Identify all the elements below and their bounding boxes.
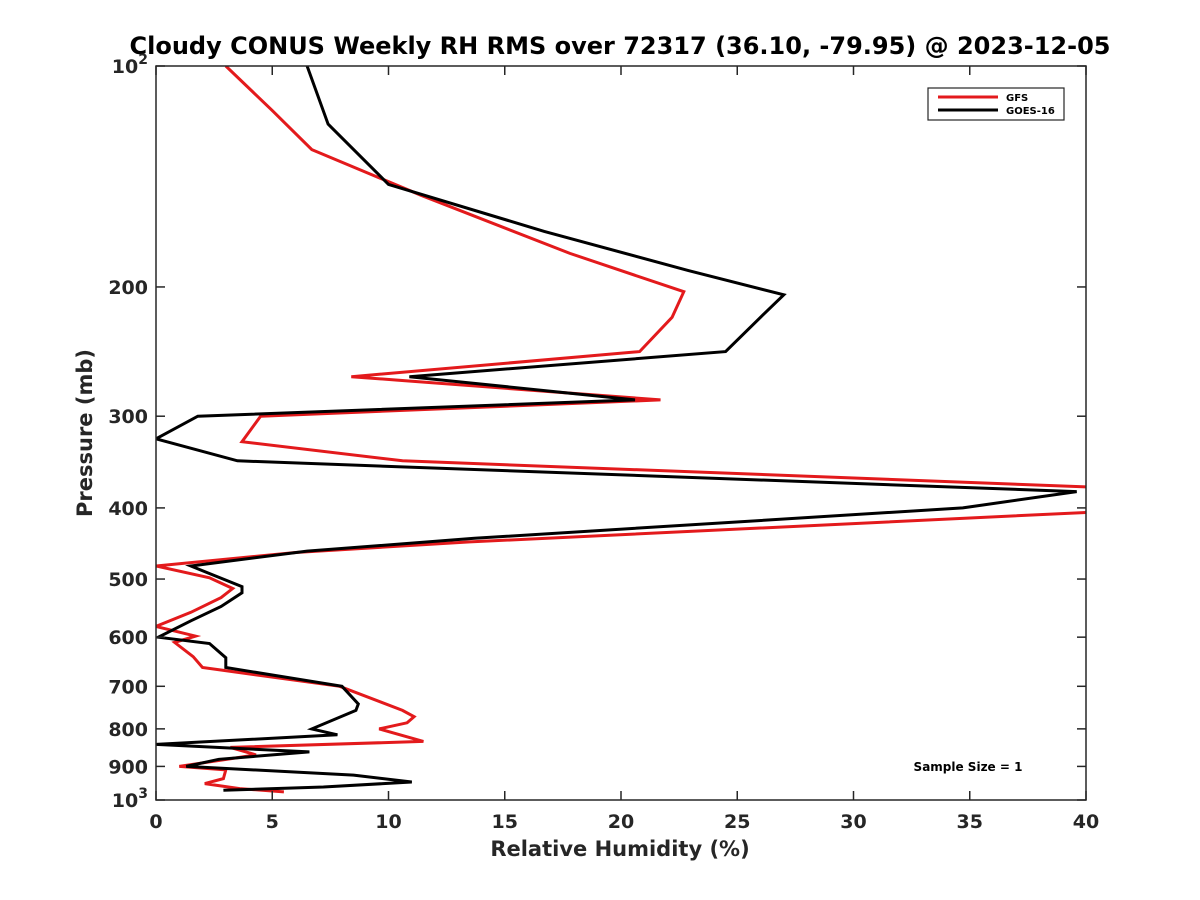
y-tick-label: 700 [108, 676, 148, 698]
legend-label-gfs: GFS [1006, 93, 1028, 104]
x-tick-label: 15 [492, 811, 518, 833]
y-tick-label: 102 [112, 52, 148, 78]
chart-title: Cloudy CONUS Weekly RH RMS over 72317 (3… [130, 32, 1111, 60]
y-tick-label: 300 [108, 406, 148, 428]
y-ticks: 102 200 300 400 500 600 700 800 900 103 [108, 52, 1086, 812]
sample-size-annotation: Sample Size = 1 [914, 760, 1023, 774]
legend-box [927, 87, 1065, 121]
y-tick-label: 800 [108, 719, 148, 741]
y-axis-label: Pressure (mb) [73, 349, 97, 517]
legend: GFS GOES-16 [927, 87, 1065, 121]
x-tick-label: 20 [608, 811, 634, 833]
x-tick-label: 35 [957, 811, 983, 833]
x-tick-label: 40 [1073, 811, 1099, 833]
x-axis-label: Relative Humidity (%) [490, 837, 749, 861]
x-tick-label: 30 [840, 811, 866, 833]
y-tick-label: 400 [108, 498, 148, 520]
y-tick-label: 600 [108, 627, 148, 649]
x-ticks: 0 5 10 15 20 25 30 35 40 [149, 66, 1099, 833]
y-tick-label: 200 [108, 277, 148, 299]
y-tick-label: 103 [112, 786, 148, 812]
plot-area: 0 5 10 15 20 25 30 35 40 102 200 300 400 500 600 700 80… [108, 52, 1099, 833]
series-layer [156, 66, 1086, 794]
legend-label-goes16: GOES-16 [1006, 106, 1055, 117]
x-tick-label: 25 [724, 811, 750, 833]
y-tick-label: 900 [108, 756, 148, 778]
y-tick-label: 500 [108, 569, 148, 591]
series-line-goes16 [156, 66, 1077, 792]
x-tick-label: 5 [266, 811, 279, 833]
x-tick-label: 0 [149, 811, 162, 833]
x-tick-label: 10 [375, 811, 401, 833]
